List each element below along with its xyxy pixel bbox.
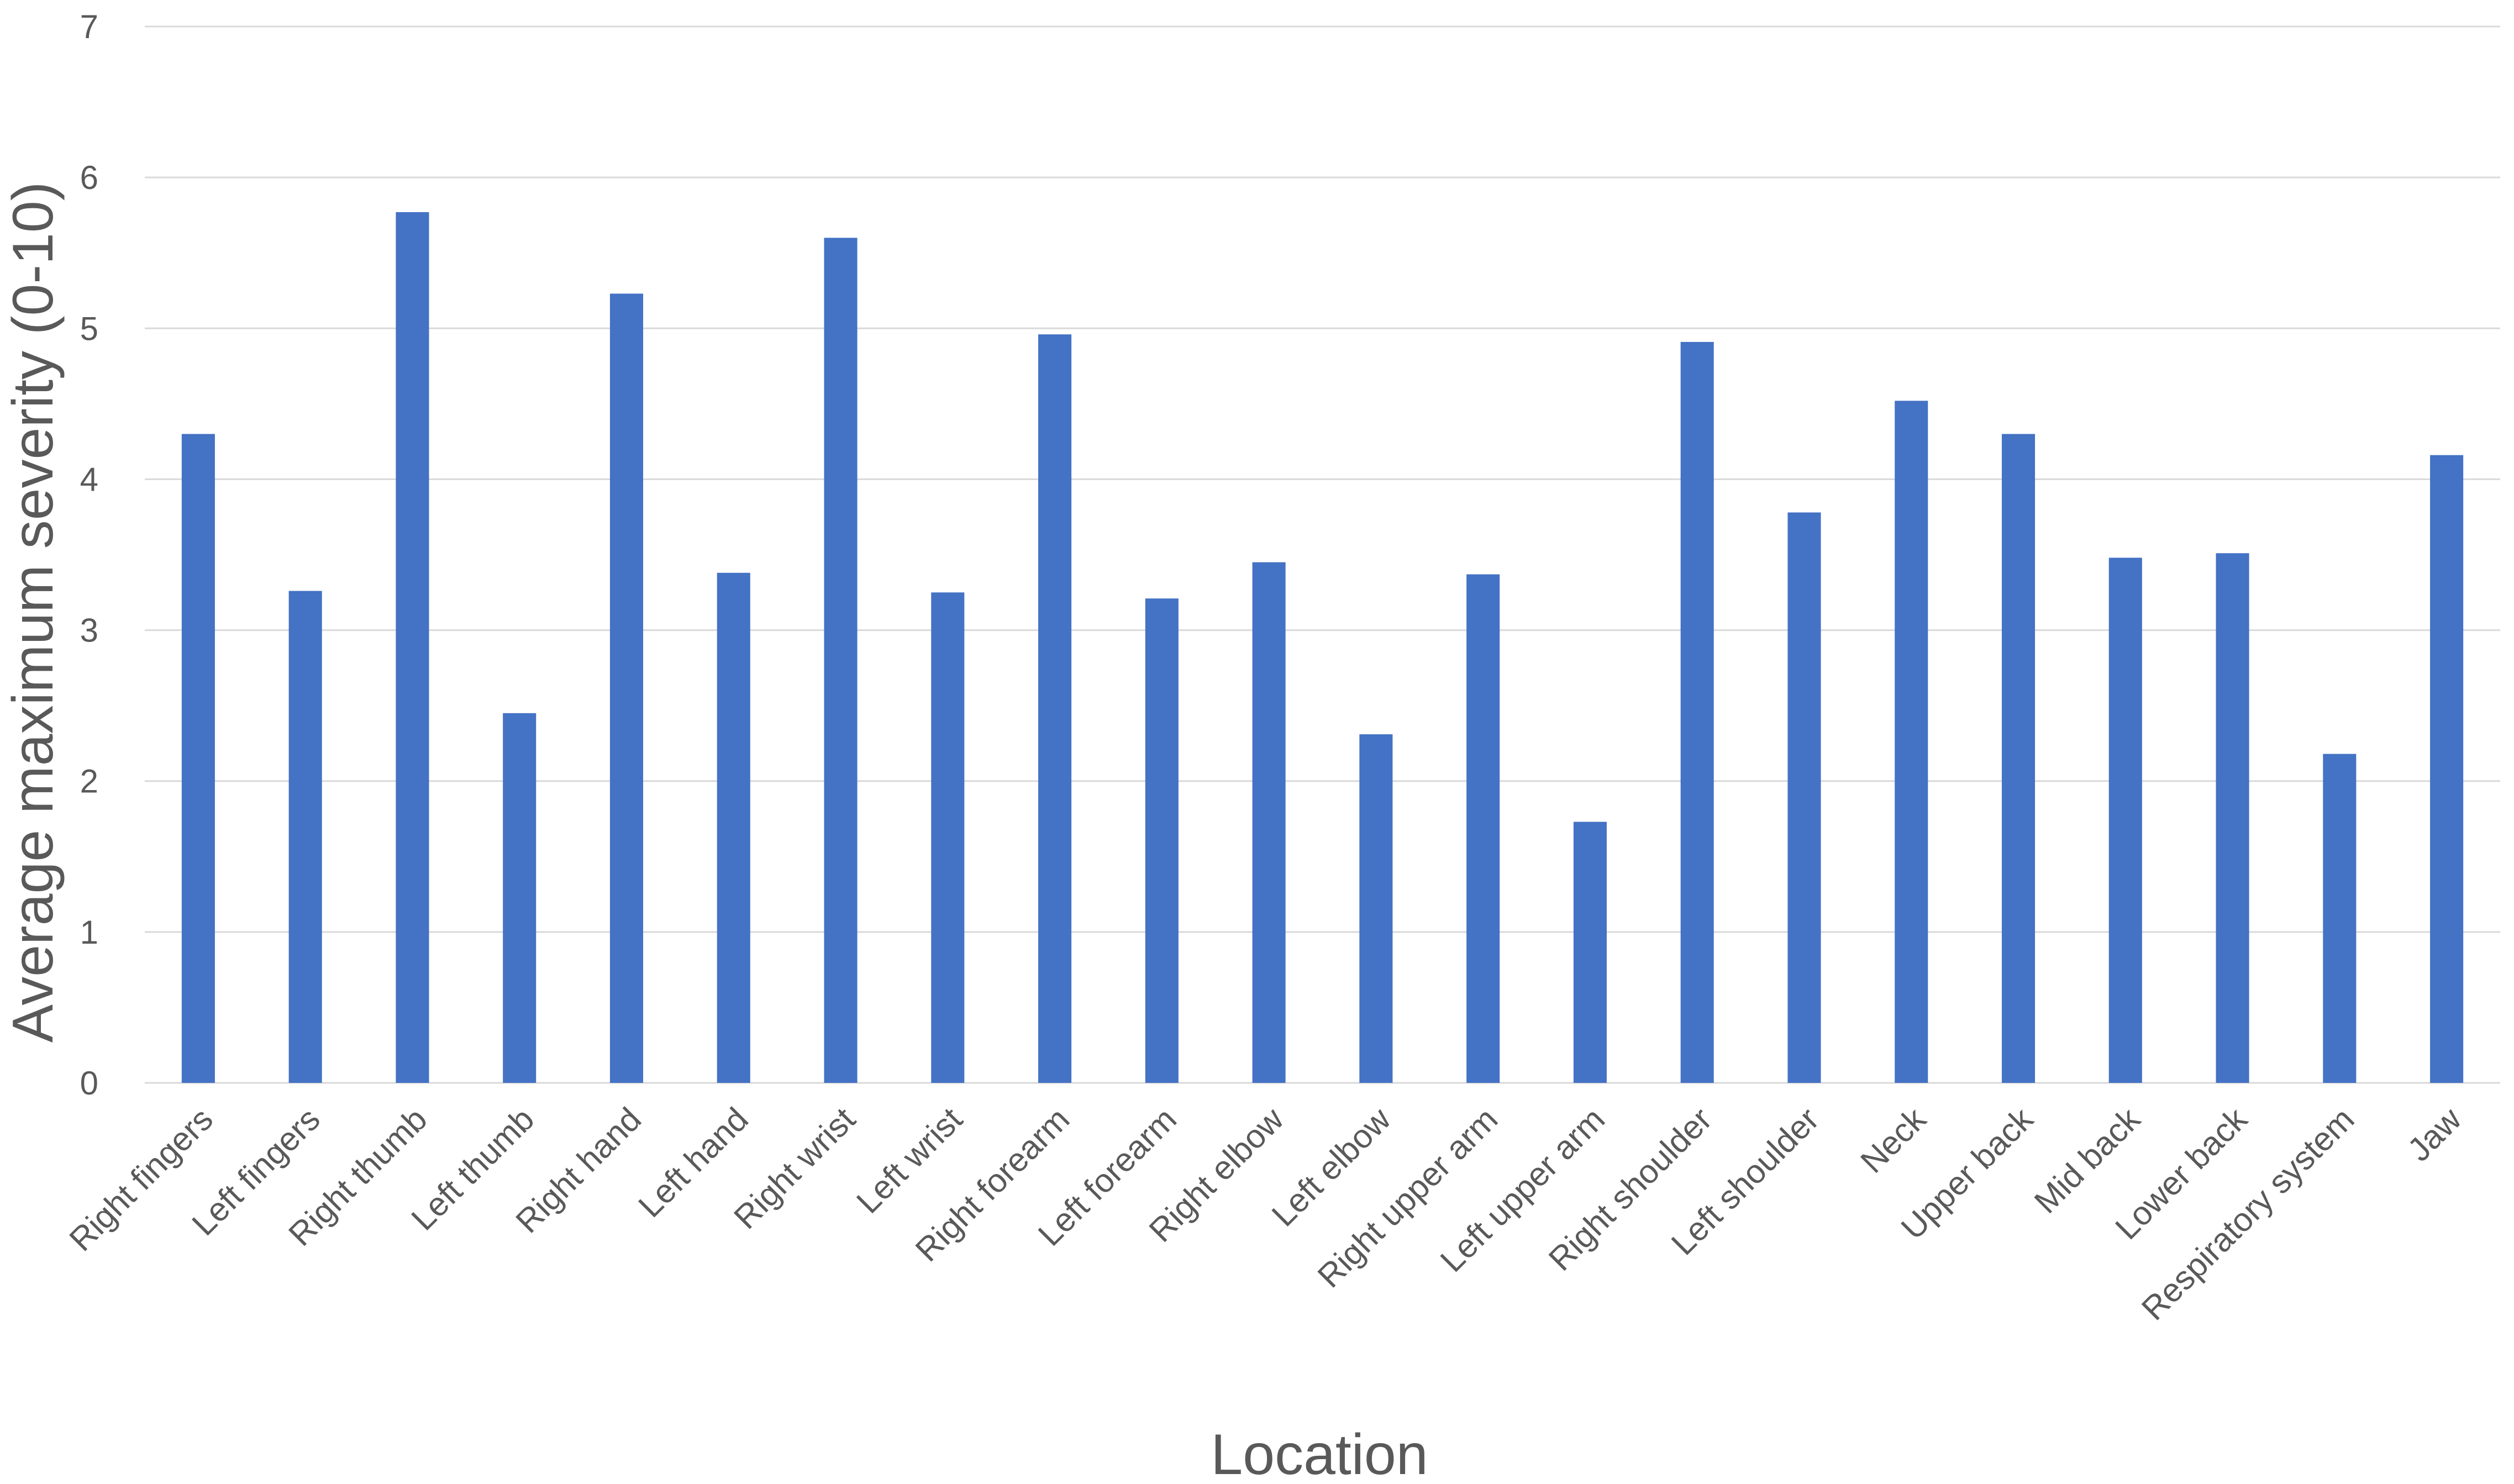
x-axis-title: Location (1211, 1423, 1428, 1484)
bar (503, 713, 537, 1083)
bar (181, 434, 215, 1083)
x-tick-label: Right upper arm (1311, 1101, 1505, 1295)
bar (1252, 562, 1286, 1083)
bar (2216, 553, 2249, 1083)
gridlines (145, 25, 2500, 1084)
y-axis-ticks: 0 1 2 3 4 5 6 7 (80, 8, 98, 1102)
x-tick-label: Right fingers (62, 1101, 220, 1259)
bar (1573, 822, 1607, 1083)
bars (181, 212, 2464, 1083)
bar (1680, 341, 1714, 1083)
x-tick-label: Neck (1853, 1100, 1933, 1180)
y-tick-label: 5 (80, 310, 98, 347)
bar (2001, 434, 2036, 1083)
x-tick-label: Respiratory system (2134, 1101, 2361, 1327)
y-tick-label: 1 (80, 914, 98, 951)
y-tick-label: 4 (80, 461, 98, 498)
bar (396, 212, 429, 1083)
bar (931, 592, 965, 1083)
bar (1145, 598, 1179, 1083)
y-tick-label: 0 (80, 1065, 98, 1102)
x-tick-label: Jaw (2400, 1100, 2468, 1168)
bar (717, 572, 750, 1083)
y-tick-label: 2 (80, 763, 98, 800)
y-axis-title: Average maximum severity (0-10) (1, 182, 65, 1043)
y-tick-label: 3 (80, 612, 98, 649)
bar (2430, 455, 2464, 1083)
y-tick-label: 6 (80, 159, 98, 196)
bar (2323, 754, 2357, 1083)
bar (824, 238, 858, 1083)
bar (1895, 401, 1928, 1083)
bar (1359, 734, 1393, 1083)
bar (1466, 574, 1500, 1083)
bar (288, 591, 322, 1083)
bar (1787, 512, 1821, 1083)
bar (609, 293, 644, 1083)
bar (1038, 334, 1072, 1083)
bar (2108, 557, 2142, 1083)
y-tick-label: 7 (80, 8, 98, 45)
